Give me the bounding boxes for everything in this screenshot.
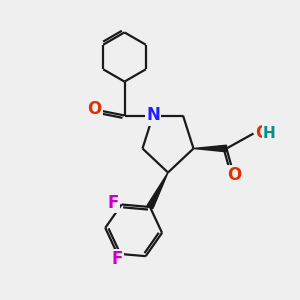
Text: N: N bbox=[146, 106, 160, 124]
Text: H: H bbox=[263, 126, 275, 141]
Text: F: F bbox=[107, 194, 119, 212]
Polygon shape bbox=[147, 172, 168, 208]
Text: O: O bbox=[227, 167, 241, 184]
Polygon shape bbox=[194, 145, 226, 152]
Text: F: F bbox=[112, 250, 123, 268]
Text: O: O bbox=[87, 100, 102, 118]
Text: O: O bbox=[255, 124, 269, 142]
